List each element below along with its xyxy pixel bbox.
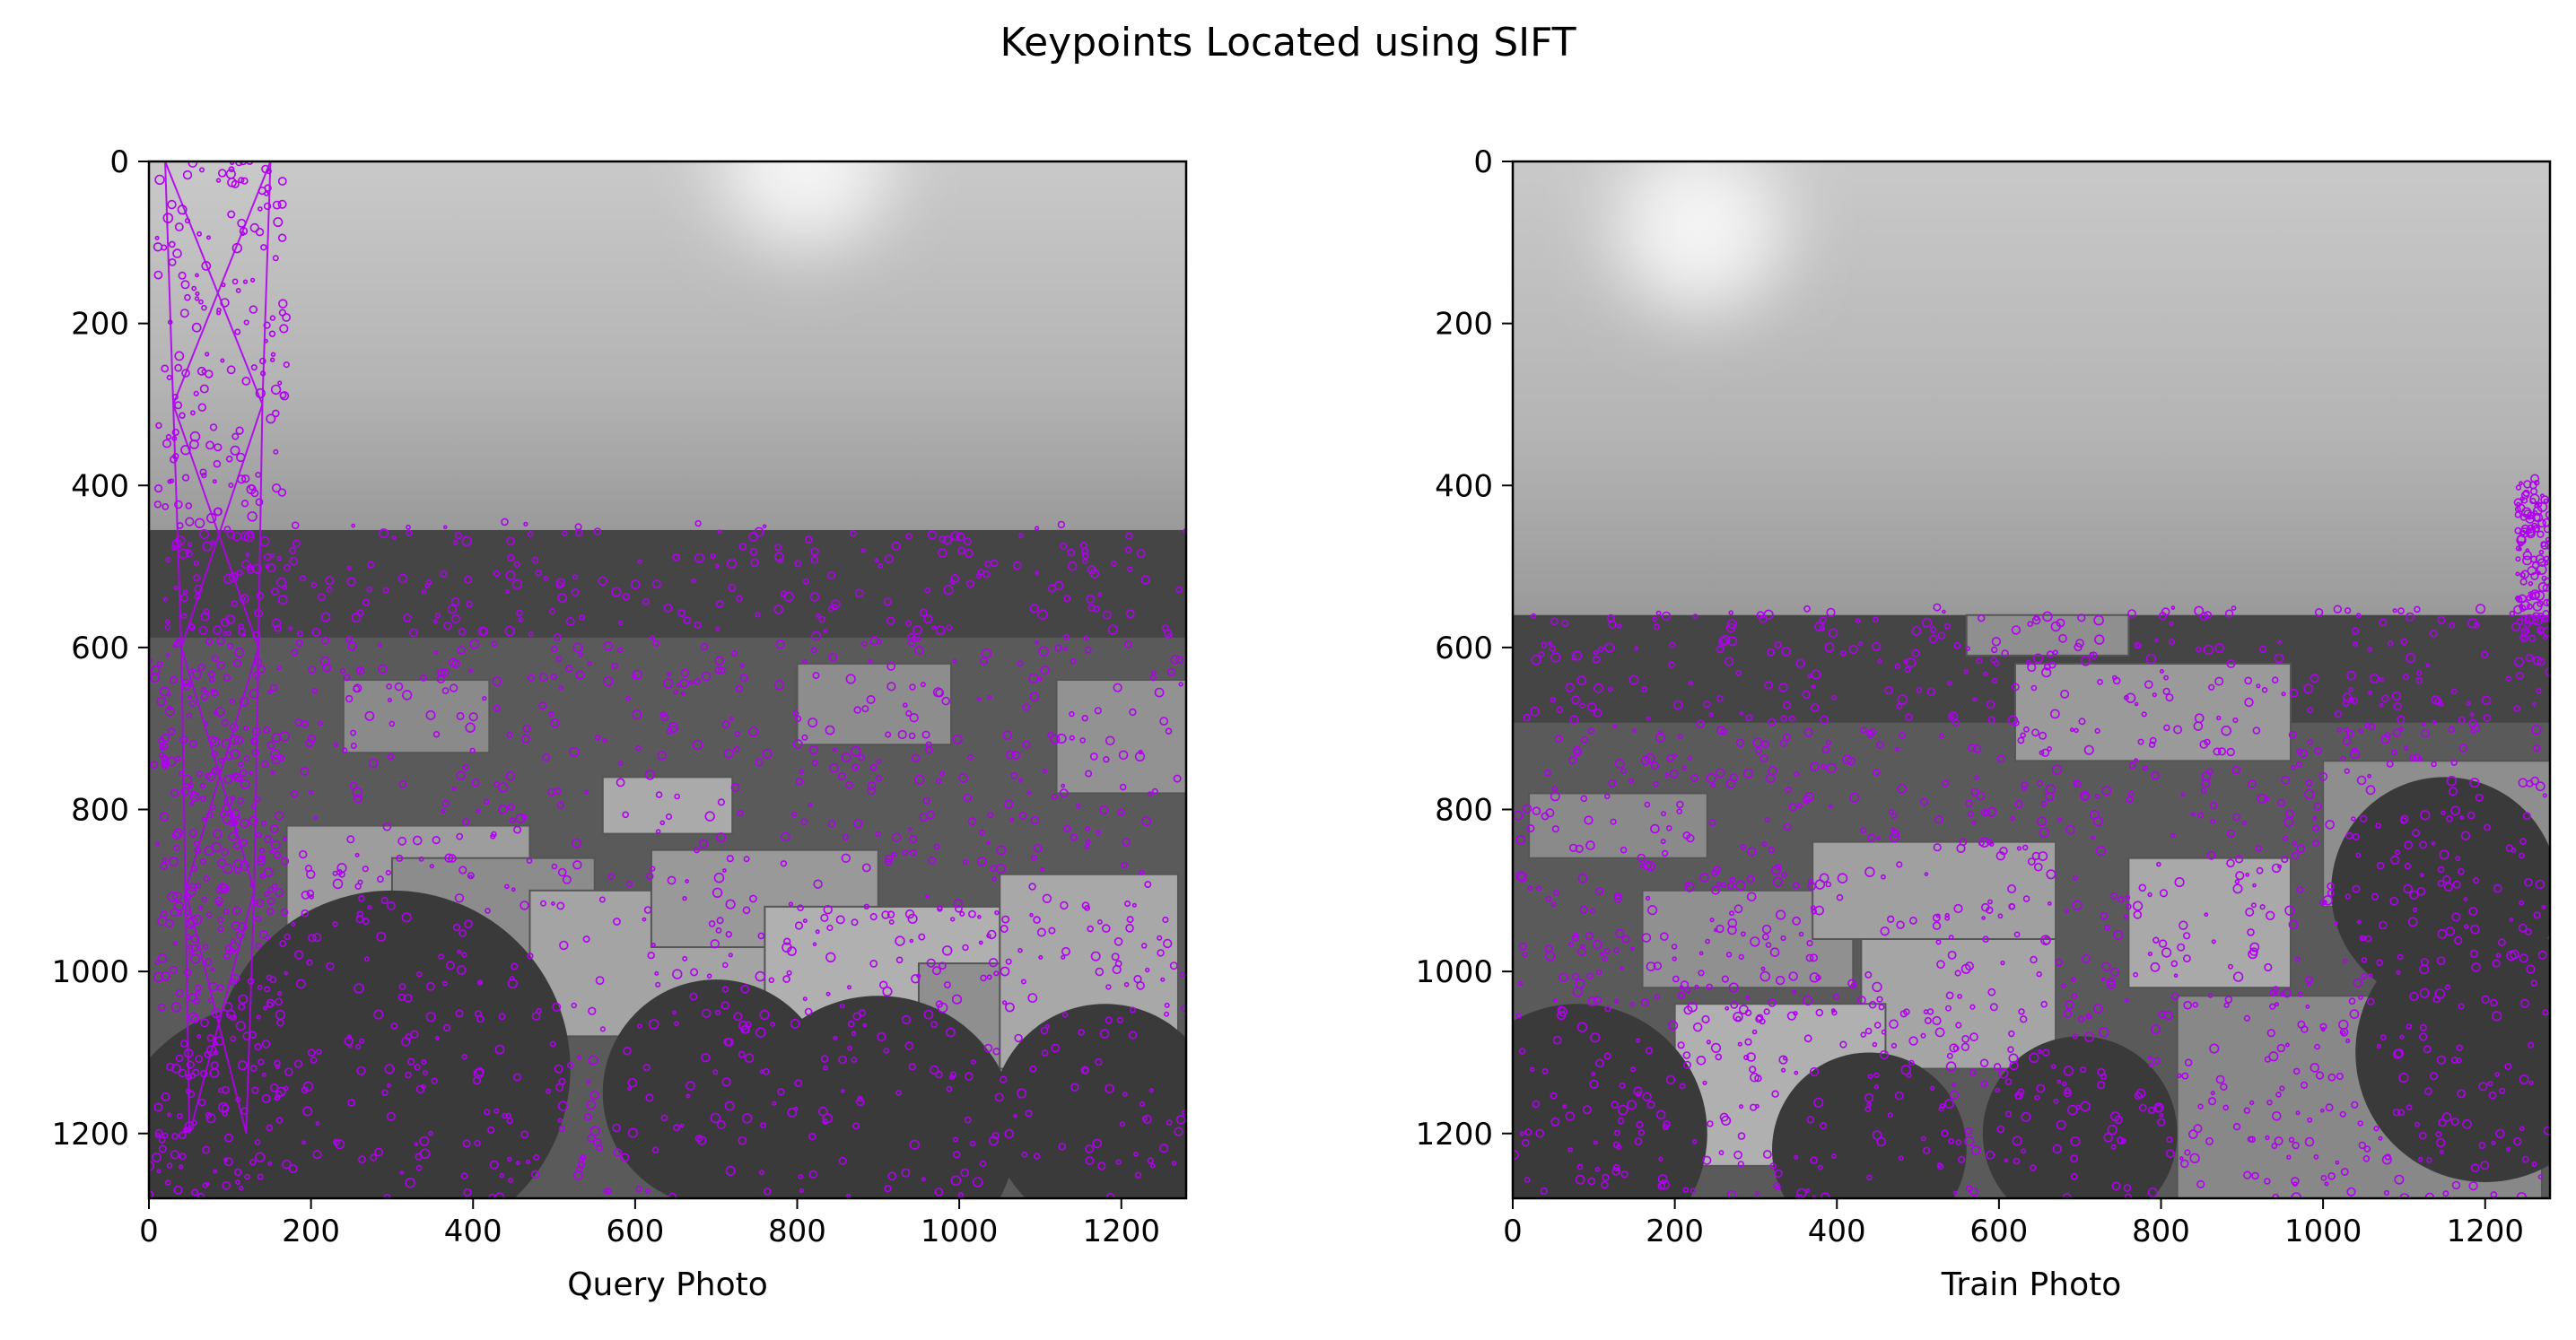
y-tick-label: 1200 — [51, 1117, 129, 1153]
subplot-1: 0 200 400 600 800 1000 1200 0 200 400 600 800 1000 12… — [1415, 144, 2552, 1303]
y-tick-label: 400 — [1435, 468, 1493, 504]
photo-image — [149, 161, 1186, 1198]
x-tick-label: 1200 — [1082, 1214, 1160, 1249]
figure-title: Keypoints Located using SIFT — [1000, 20, 1576, 65]
tower-strut — [164, 161, 272, 405]
axes-frame — [147, 160, 1188, 1200]
y-tick-label: 800 — [1435, 793, 1493, 829]
building — [601, 776, 734, 835]
building — [1965, 613, 2130, 657]
axes-frame — [1511, 160, 2552, 1200]
vegetation — [602, 979, 830, 1198]
y-tick-label: 400 — [71, 468, 129, 504]
sun-glow — [1613, 161, 1785, 312]
x-axis-label: Query Photo — [567, 1266, 768, 1303]
x-tick-label: 600 — [606, 1214, 664, 1249]
y-tick-label: 1000 — [1415, 954, 1493, 990]
y-tick-label: 600 — [1435, 631, 1493, 666]
vegetation — [1513, 1004, 1707, 1198]
y-tick-label: 0 — [1473, 144, 1493, 180]
y-tick-label: 600 — [71, 631, 129, 666]
sun-glow — [720, 161, 891, 247]
y-tick-label: 0 — [109, 144, 129, 180]
sky — [149, 161, 1186, 530]
building — [1055, 679, 1186, 795]
x-tick-label: 400 — [444, 1214, 502, 1249]
x-tick-label: 800 — [2132, 1214, 2190, 1249]
y-tick-label: 1200 — [1415, 1117, 1493, 1153]
building — [342, 679, 491, 754]
x-tick-label: 200 — [282, 1214, 340, 1249]
vegetation — [149, 1004, 433, 1198]
tower-strut — [184, 890, 256, 1135]
building — [2127, 857, 2292, 989]
x-tick-label: 200 — [1646, 1214, 1704, 1249]
tree-line — [149, 529, 1186, 638]
keypoints — [1513, 474, 2550, 1198]
x-tick-label: 1000 — [921, 1214, 999, 1249]
x-tick-label: 0 — [1503, 1214, 1523, 1249]
vegetation — [991, 1004, 1186, 1198]
x-tick-label: 0 — [139, 1214, 159, 1249]
y-tick-label: 200 — [71, 307, 129, 343]
vegetation — [1982, 1036, 2178, 1198]
vegetation — [2331, 777, 2550, 1005]
y-tick-label: 800 — [71, 793, 129, 829]
y-tick-label: 1000 — [51, 954, 129, 990]
x-axis-label: Train Photo — [1941, 1266, 2122, 1303]
photo-image — [1513, 161, 2550, 1198]
vegetation — [1772, 1052, 1967, 1198]
x-tick-label: 800 — [768, 1214, 826, 1249]
x-tick-label: 1000 — [2284, 1214, 2362, 1249]
x-tick-label: 1200 — [2446, 1214, 2524, 1249]
subplot-0: 0 200 400 600 800 1000 1200 0 200 400 600 800 1000 12… — [51, 144, 1188, 1303]
x-tick-label: 400 — [1808, 1214, 1866, 1249]
y-tick-label: 200 — [1435, 307, 1493, 343]
tower-strut — [180, 647, 259, 892]
x-tick-label: 600 — [1969, 1214, 2028, 1249]
